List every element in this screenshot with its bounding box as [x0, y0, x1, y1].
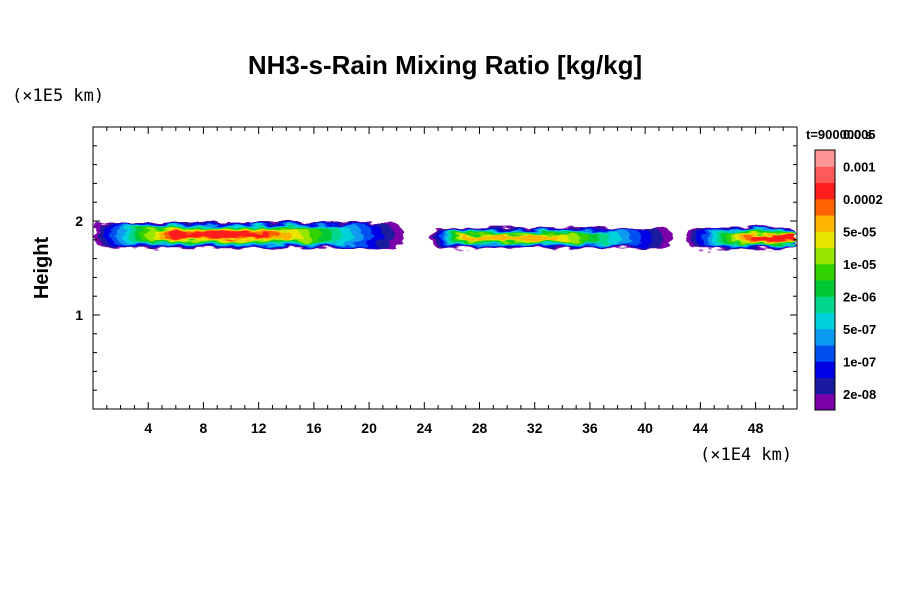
data-band — [93, 221, 404, 249]
x-tick-label: 24 — [417, 420, 433, 436]
colorbar-swatch — [815, 361, 835, 378]
data-band — [686, 226, 797, 250]
colorbar-swatch — [815, 328, 835, 346]
colorbar-label: 1e-07 — [843, 354, 876, 369]
x-tick-label: 4 — [144, 420, 152, 436]
x-tick-label: 12 — [251, 420, 267, 436]
x-tick-label: 40 — [637, 420, 653, 436]
x-tick-label: 32 — [527, 420, 543, 436]
x-tick-label: 28 — [472, 420, 488, 436]
colorbar-label: 0.0002 — [843, 192, 883, 207]
x-unit-label: (×1E4 km) — [700, 445, 792, 465]
y-axis-label: Height — [31, 237, 53, 300]
band-level — [750, 235, 797, 241]
colorbar-swatch — [815, 393, 835, 411]
y-tick-label: 2 — [75, 213, 83, 229]
x-tick-label: 16 — [306, 420, 322, 436]
x-tick-label: 48 — [748, 420, 764, 436]
colorbar-label: 1e-05 — [843, 257, 876, 272]
colorbar-swatch — [815, 150, 835, 167]
colorbar-swatch — [815, 231, 835, 248]
colorbar-swatch — [815, 312, 835, 330]
x-axis: 4 8 12 16 20 24 28 32 36 40 44 48 — [106, 127, 784, 436]
colorbar-swatch — [815, 263, 835, 281]
colorbar-swatch — [815, 182, 835, 200]
x-tick-label: 8 — [200, 420, 208, 436]
plot-frame — [92, 126, 798, 410]
colorbar-frame — [814, 149, 836, 411]
colorbar-swatch — [815, 280, 835, 297]
colorbar-swatch — [815, 198, 835, 216]
colorbar-swatch — [815, 247, 835, 265]
colorbar-label: 0.005 — [843, 127, 876, 142]
x-tick-label: 44 — [693, 420, 709, 436]
data-band — [431, 227, 673, 249]
y-tick-label: 1 — [75, 307, 83, 323]
y-unit-label: (×1E5 km) — [12, 86, 104, 106]
data-bands — [93, 221, 797, 250]
colorbar: 2e-08 1e-07 5e-07 2e-06 1e-05 5e-05 0.0002 0.00… — [814, 127, 883, 411]
colorbar-label: 0.001 — [843, 159, 876, 174]
band-level — [169, 232, 271, 238]
x-tick-label: 20 — [361, 420, 377, 436]
colorbar-swatch — [815, 296, 835, 313]
band-level — [462, 235, 559, 240]
chart-title: NH3-s-Rain Mixing Ratio [kg/kg] — [248, 50, 642, 80]
colorbar-swatch — [815, 345, 835, 362]
colorbar-label: 2e-06 — [843, 289, 876, 304]
colorbar-label: 5e-05 — [843, 224, 876, 239]
colorbar-label: 5e-07 — [843, 322, 876, 337]
colorbar-swatch — [815, 166, 835, 183]
time-label: t=900000 s — [806, 127, 872, 142]
colorbar-label: 2e-08 — [843, 387, 876, 402]
y-axis: 12 — [75, 145, 797, 391]
x-tick-label: 36 — [582, 420, 598, 436]
colorbar-swatch — [815, 377, 835, 395]
colorbar-swatch — [815, 215, 835, 232]
